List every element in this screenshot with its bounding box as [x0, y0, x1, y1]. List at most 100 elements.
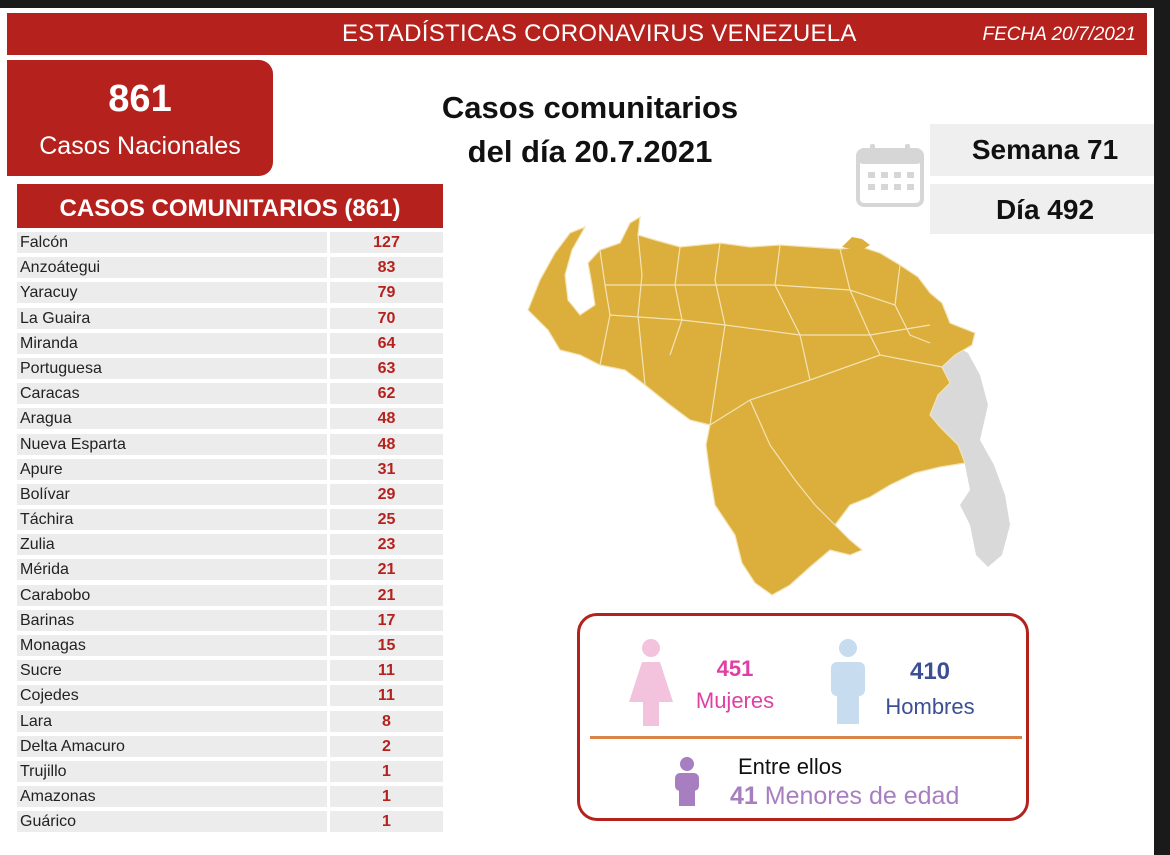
- table-row: Bolívar 29: [17, 483, 443, 505]
- state-name: Cojedes: [17, 685, 327, 707]
- state-cases: 31: [330, 458, 443, 480]
- table-row: Sucre 11: [17, 660, 443, 682]
- man-icon: [831, 639, 865, 724]
- state-name: Trujillo: [17, 760, 327, 782]
- state-cases: 1: [330, 811, 443, 833]
- state-borders: [599, 234, 943, 526]
- state-cases: 63: [330, 357, 443, 379]
- minors-intro: Entre ellos: [738, 754, 842, 779]
- state-cases: 2: [330, 735, 443, 757]
- state-cases: 1: [330, 760, 443, 782]
- table-row: La Guaira 70: [17, 307, 443, 329]
- table-row: Barinas 17: [17, 609, 443, 631]
- women-label: Mujeres: [695, 688, 775, 713]
- table-row: Aragua 48: [17, 408, 443, 430]
- header-date: FECHA 20/7/2021: [982, 24, 1137, 45]
- table-row: Delta Amacuro 2: [17, 735, 443, 757]
- state-cases: 17: [330, 609, 443, 631]
- state-cases: 70: [330, 307, 443, 329]
- day-number: Día 492: [930, 184, 1160, 234]
- table-header: CASOS COMUNITARIOS (861): [17, 184, 443, 228]
- state-cases: 15: [330, 635, 443, 656]
- men-count: 410: [909, 658, 951, 685]
- state-cases: 21: [330, 584, 443, 606]
- table-row: Guárico 1: [17, 811, 443, 833]
- state-cases: 127: [330, 232, 443, 253]
- table-row: Lara 8: [17, 710, 443, 732]
- state-cases: 11: [330, 660, 443, 682]
- table-row: Amazonas 1: [17, 786, 443, 808]
- minors-count: 41: [730, 782, 758, 810]
- table-row: Apure 31: [17, 458, 443, 480]
- table-row: Caracas 62: [17, 383, 443, 405]
- table-row: Trujillo 1: [17, 760, 443, 782]
- table-row: Cojedes 11: [17, 685, 443, 707]
- state-name: Mérida: [17, 559, 327, 581]
- state-name: Carabobo: [17, 584, 327, 606]
- woman-icon: [629, 639, 673, 726]
- state-name: La Guaira: [17, 307, 327, 329]
- state-cases: 1: [330, 786, 443, 808]
- state-cases: 64: [330, 332, 443, 354]
- venezuela-map: [527, 215, 1010, 596]
- child-icon: [675, 757, 699, 806]
- table-row: Zulia 23: [17, 534, 443, 556]
- lake-maracaibo: [568, 275, 590, 309]
- state-name: Caracas: [17, 383, 327, 405]
- state-name: Lara: [17, 710, 327, 732]
- state-cases: 48: [330, 408, 443, 430]
- gender-breakdown: 451 Mujeres 410 Hombres Entre ellos 41 M…: [577, 613, 1029, 821]
- state-name: Falcón: [17, 232, 327, 253]
- margarita-island: [842, 237, 870, 251]
- state-cases: 83: [330, 257, 443, 279]
- table-row: Yaracuy 79: [17, 282, 443, 304]
- state-name: Anzoátegui: [17, 257, 327, 279]
- disputed-territory: [925, 343, 1010, 567]
- table-row: Nueva Esparta 48: [17, 433, 443, 455]
- men-label: Hombres: [885, 694, 975, 719]
- minors-label: Menores de edad: [764, 782, 960, 810]
- title-line-1: Casos comunitarios: [441, 90, 739, 125]
- national-cases-label: Casos Nacionales: [39, 132, 241, 160]
- title-line-2: del día 20.7.2021: [467, 134, 713, 169]
- state-name: Amazonas: [17, 786, 327, 808]
- state-name: Miranda: [17, 332, 327, 354]
- national-cases-box: 861 Casos Nacionales: [7, 60, 273, 176]
- state-name: Monagas: [17, 635, 327, 656]
- states-region: [527, 215, 976, 596]
- state-cases: 62: [330, 383, 443, 405]
- table-row: Carabobo 21: [17, 584, 443, 606]
- table-row: Táchira 25: [17, 509, 443, 531]
- table-row: Miranda 64: [17, 332, 443, 354]
- state-cases: 11: [330, 685, 443, 707]
- state-name: Apure: [17, 458, 327, 480]
- state-cases: 23: [330, 534, 443, 556]
- state-name: Guárico: [17, 811, 327, 833]
- page-title: Casos comunitarios del día 20.7.2021: [410, 86, 770, 174]
- header-title: ESTADÍSTICAS CORONAVIRUS VENEZUELA: [342, 20, 857, 47]
- table-row: Anzoátegui 83: [17, 257, 443, 279]
- state-name: Sucre: [17, 660, 327, 682]
- cases-table: Falcón 127 Anzoátegui 83 Yaracuy 79 La Guaira 7…: [17, 232, 443, 837]
- state-name: Yaracuy: [17, 282, 327, 304]
- state-name: Portuguesa: [17, 357, 327, 379]
- minors-line: 41 Menores de edad: [730, 782, 959, 811]
- calendar-icon: [856, 144, 924, 207]
- state-name: Bolívar: [17, 483, 327, 505]
- table-row: Falcón 127: [17, 232, 443, 253]
- state-name: Nueva Esparta: [17, 433, 327, 455]
- table-row: Mérida 21: [17, 559, 443, 581]
- state-cases: 25: [330, 509, 443, 531]
- state-cases: 21: [330, 559, 443, 581]
- state-name: Aragua: [17, 408, 327, 430]
- state-name: Zulia: [17, 534, 327, 556]
- week-number: Semana 71: [930, 124, 1160, 176]
- state-name: Barinas: [17, 609, 327, 631]
- table-row: Portuguesa 63: [17, 357, 443, 379]
- divider: [590, 736, 1022, 739]
- top-edge: [0, 0, 1154, 8]
- header-bar: [7, 13, 1147, 55]
- state-cases: 79: [330, 282, 443, 304]
- national-cases-count: 861: [108, 78, 172, 120]
